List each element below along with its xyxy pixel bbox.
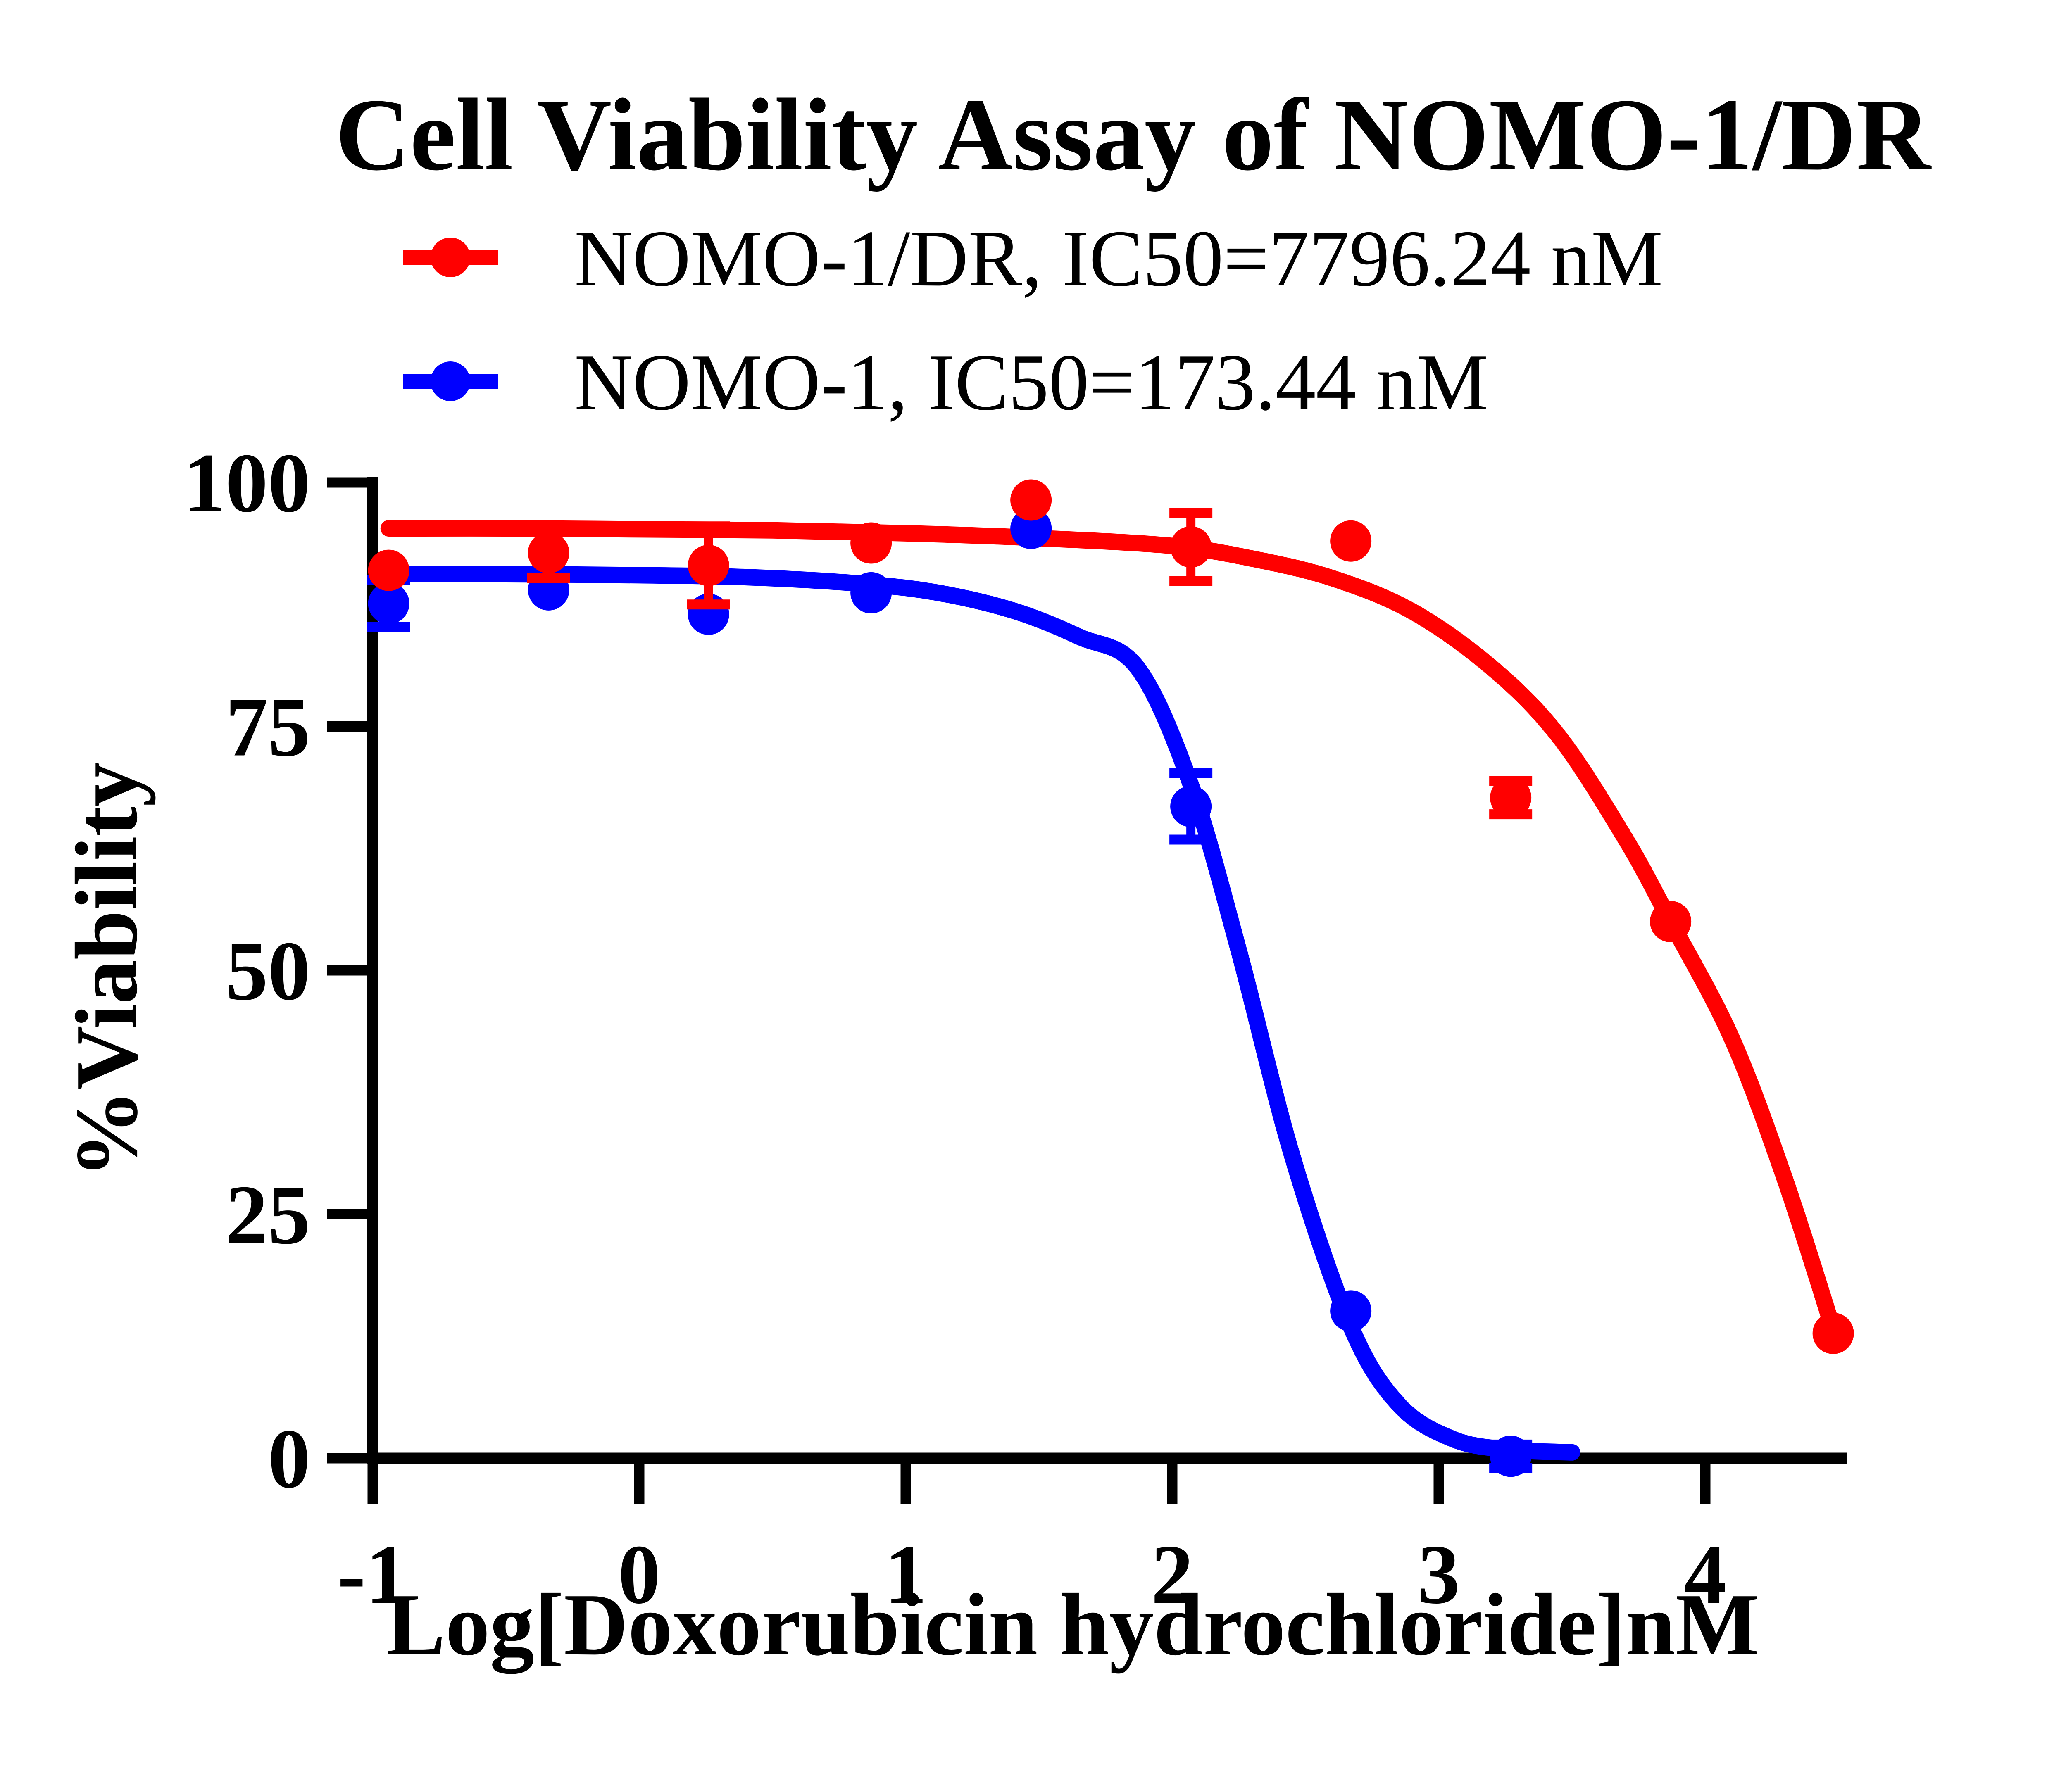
y-tick-label: 25 (226, 1168, 310, 1262)
x-tick-label: -1 (338, 1528, 408, 1621)
x-tick-label: 0 (618, 1528, 661, 1621)
legend-label-nomo1dr: NOMO-1/DR, IC50=7796.24 nM (574, 214, 1663, 303)
data-point-nomo-1/dr (1650, 901, 1692, 942)
x-tick-label: 2 (1151, 1528, 1194, 1621)
data-point-nomo-1/dr (1812, 1312, 1854, 1354)
data-point-nomo-1/dr (1330, 520, 1372, 562)
plot-area (367, 479, 1854, 1477)
data-point-nomo-1/dr (528, 532, 569, 574)
legend-item-nomo1: NOMO-1, IC50=173.44 nM (403, 338, 1488, 427)
x-tick-label: 1 (885, 1528, 927, 1621)
legend-label-nomo1: NOMO-1, IC50=173.44 nM (574, 338, 1488, 427)
x-tick-label: 3 (1418, 1528, 1460, 1621)
legend-key-marker-blue (431, 361, 470, 401)
data-point-nomo-1 (368, 582, 409, 624)
y-tick-label: 75 (226, 680, 310, 774)
data-point-nomo-1 (1330, 1290, 1372, 1332)
data-point-nomo-1 (1490, 1436, 1532, 1477)
chart-title: Cell Viability Assay of NOMO-1/DR (335, 78, 1932, 192)
y-tick-label: 50 (226, 924, 310, 1018)
data-point-nomo-1/dr (368, 549, 409, 591)
data-point-nomo-1/dr (850, 522, 892, 564)
data-point-nomo-1/dr (1010, 479, 1052, 521)
data-point-nomo-1 (850, 572, 892, 613)
axes (367, 477, 1847, 1464)
data-point-nomo-1/dr (1490, 777, 1532, 818)
fit-curve-nomo-1 (380, 566, 1580, 1461)
legend: NOMO-1/DR, IC50=7796.24 nM NOMO-1, IC50=… (403, 214, 1663, 427)
x-axis-label: Log[Doxorubicin hydrochloride]nM (386, 1575, 1759, 1674)
x-tick-label: 4 (1684, 1528, 1727, 1621)
data-point-nomo-1 (1170, 786, 1212, 827)
y-axis-label: %Viability (57, 762, 156, 1178)
data-point-nomo-1 (1010, 508, 1052, 549)
y-tick-label: 0 (268, 1412, 311, 1506)
tick-marks: 100 75 50 25 0 -1 0 1 2 3 4 (183, 436, 1727, 1621)
legend-key-marker-red (431, 238, 470, 277)
y-tick-label: 100 (183, 436, 311, 530)
legend-item-nomo1dr: NOMO-1/DR, IC50=7796.24 nM (403, 214, 1663, 303)
data-point-nomo-1/dr (688, 544, 729, 586)
data-point-nomo-1/dr (1170, 526, 1212, 568)
